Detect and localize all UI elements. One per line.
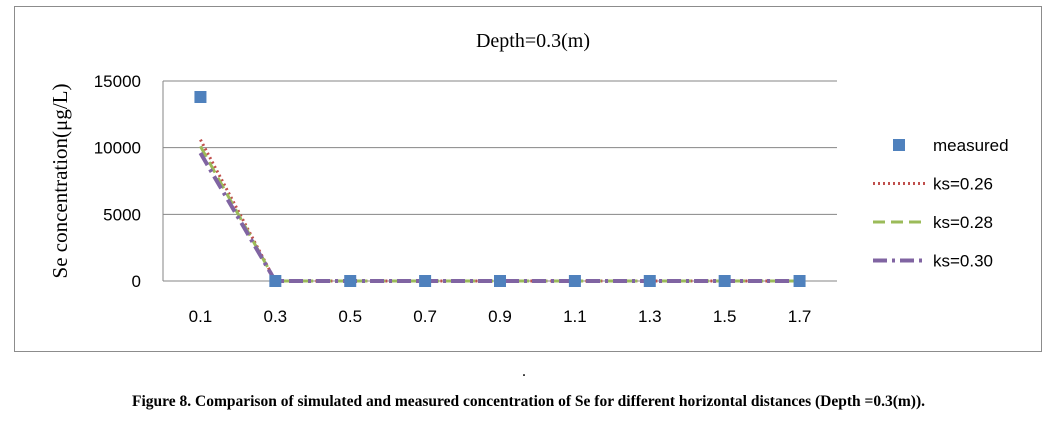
y-tick-label: 0 xyxy=(132,272,141,291)
x-tick-label: 1.3 xyxy=(638,307,662,326)
x-tick-label: 0.5 xyxy=(338,307,362,326)
data-point-measured xyxy=(793,275,806,287)
figure-caption: Figure 8. Comparison of simulated and me… xyxy=(132,393,925,410)
data-point-measured xyxy=(344,275,357,287)
series-line-ks=0.26 xyxy=(199,138,800,283)
data-point-measured xyxy=(269,275,282,287)
data-point-measured xyxy=(419,275,432,287)
x-tick-label: 1.5 xyxy=(713,307,737,326)
x-tick-label: 1.1 xyxy=(563,307,587,326)
x-tick-label: 1.7 xyxy=(788,307,812,326)
series-line-ks=0.28 xyxy=(199,145,800,283)
data-point-measured xyxy=(643,275,656,287)
data-point-measured xyxy=(568,275,581,287)
x-tick-label: 0.7 xyxy=(413,307,437,326)
legend-label: ks=0.30 xyxy=(933,252,993,271)
data-point-measured xyxy=(494,275,506,287)
data-point-measured xyxy=(194,91,207,103)
chart-title: Depth=0.3(m) xyxy=(476,30,590,52)
legend-label: ks=0.26 xyxy=(933,175,993,194)
legend-marker xyxy=(893,139,905,151)
y-axis-label: Se concentration(μg/L) xyxy=(48,84,72,279)
stray-dot: . xyxy=(522,363,526,380)
x-tick-label: 0.9 xyxy=(488,307,512,326)
y-tick-label: 15000 xyxy=(94,72,141,91)
chart-svg: Depth=0.3(m) Se concentration(μg/L) 0 5000 1… xyxy=(48,30,1009,326)
data-point-measured xyxy=(718,275,731,287)
legend-label: measured xyxy=(933,136,1009,155)
chart-frame: Depth=0.3(m) Se concentration(μg/L) 0 5000 1… xyxy=(14,6,1042,352)
series-line-ks=0.30 xyxy=(198,151,800,283)
x-tick-label: 0.1 xyxy=(189,307,213,326)
legend-label: ks=0.28 xyxy=(933,213,993,232)
x-tick-label: 0.3 xyxy=(264,307,288,326)
y-tick-label: 10000 xyxy=(94,139,141,158)
y-tick-label: 5000 xyxy=(103,205,141,224)
